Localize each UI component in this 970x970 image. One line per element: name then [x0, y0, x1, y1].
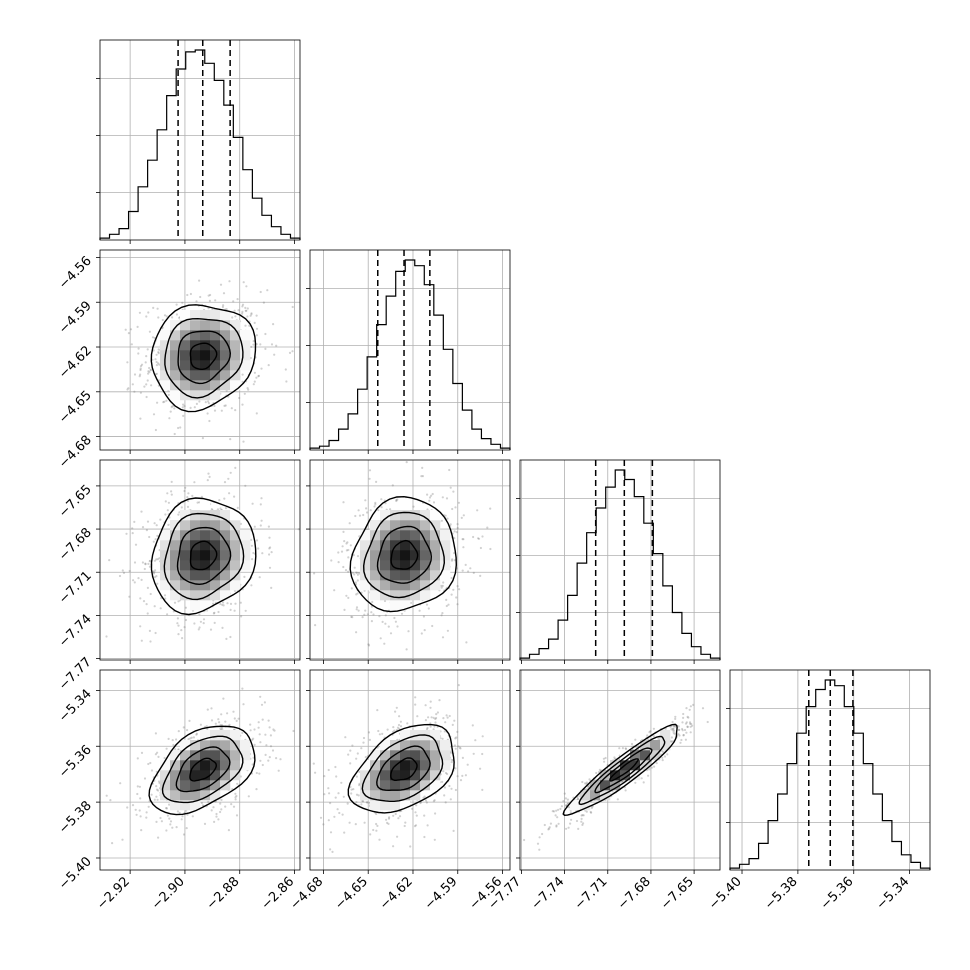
histogram-line	[99, 49, 301, 240]
x-tick-label: −2.88	[204, 874, 243, 913]
histogram-panel-1	[96, 39, 301, 244]
density-cells	[360, 730, 451, 811]
x-tick-label: −5.36	[818, 874, 857, 913]
y-tick-label: −7.65	[56, 482, 95, 521]
histogram-panel-4	[726, 669, 931, 874]
y-tick-label: −5.36	[56, 742, 95, 781]
density-cells	[570, 730, 671, 811]
density-cells	[160, 730, 251, 811]
y-tick-label: −5.40	[56, 854, 95, 893]
panel-frame	[309, 459, 511, 661]
y-tick-label: −4.56	[56, 254, 95, 293]
y-tick-label: −5.38	[56, 798, 95, 837]
x-tick-label: −4.62	[377, 874, 416, 913]
x-tick-label: −4.59	[422, 874, 461, 913]
x-tick-label: −2.92	[94, 874, 133, 913]
y-tick-label: −7.74	[56, 612, 95, 651]
contour-level-1	[189, 342, 218, 370]
contour-level-2	[176, 526, 232, 586]
contour-level-3	[163, 512, 245, 601]
contour-level-1	[390, 757, 418, 781]
panel-frame	[99, 459, 301, 661]
panel-frame	[519, 669, 721, 871]
contour-level-3	[164, 317, 244, 399]
contour-level-2	[175, 746, 231, 793]
scatter-panel-1-2	[96, 249, 301, 454]
scatter-panel-2-3	[306, 459, 511, 664]
contour-level-2	[376, 525, 433, 584]
contour-level-3	[161, 735, 244, 804]
contour-level-4	[347, 723, 455, 814]
scatter-panel-1-4	[96, 669, 301, 874]
y-tick-label: −4.68	[56, 433, 95, 472]
contour-level-2	[376, 745, 431, 792]
contour-level-3	[362, 511, 446, 599]
contour-level-1	[189, 757, 218, 782]
density-cells	[360, 500, 451, 611]
contour-level-4	[148, 725, 256, 816]
y-tick-label: −7.71	[56, 568, 95, 607]
y-tick-label: −7.68	[56, 525, 95, 564]
histogram-panel-3	[516, 459, 721, 664]
x-tick-label: −2.90	[149, 874, 188, 913]
histogram-line	[309, 259, 511, 450]
contour-level-1	[189, 540, 218, 571]
contour-level-4	[150, 304, 257, 413]
histogram-line	[519, 469, 721, 660]
panel-frame	[519, 459, 721, 661]
x-tick-label: −7.68	[615, 874, 654, 913]
y-tick-label: −4.62	[56, 343, 95, 382]
y-tick-label: −5.34	[56, 687, 95, 726]
panel-frame	[309, 669, 511, 871]
scatter-panel-1-3	[96, 459, 301, 664]
density-cells	[160, 500, 251, 611]
panel-frame	[729, 669, 931, 871]
scatter-panel-3-4	[516, 669, 721, 874]
x-tick-label: −5.40	[706, 874, 745, 913]
x-tick-label: −7.74	[529, 874, 568, 913]
contour-level-3	[361, 734, 444, 802]
y-tick-label: −4.59	[56, 298, 95, 337]
x-tick-label: −4.65	[332, 874, 371, 913]
contour-level-1	[390, 539, 419, 570]
panel-frame	[99, 39, 301, 241]
contour-level-3	[578, 735, 666, 806]
panel-frame	[99, 669, 301, 871]
scatter-panel-2-4	[306, 669, 511, 874]
y-tick-label: −7.77	[56, 655, 95, 694]
contour-level-2	[594, 747, 653, 794]
x-tick-label: −5.38	[762, 874, 801, 913]
contour-level-4	[150, 497, 257, 616]
contour-level-2	[177, 330, 232, 385]
panel-frame	[309, 249, 511, 451]
panel-frame	[99, 249, 301, 451]
x-tick-label: −4.68	[287, 874, 326, 913]
contour-level-4	[349, 495, 458, 613]
x-tick-label: −7.65	[658, 874, 697, 913]
x-tick-label: −7.71	[572, 874, 611, 913]
contour-level-1	[609, 758, 639, 782]
y-tick-label: −4.65	[56, 388, 95, 427]
contour-level-4	[562, 723, 678, 817]
x-tick-label: −5.34	[874, 874, 913, 913]
histogram-panel-2	[306, 249, 511, 454]
density-cells	[160, 310, 251, 401]
